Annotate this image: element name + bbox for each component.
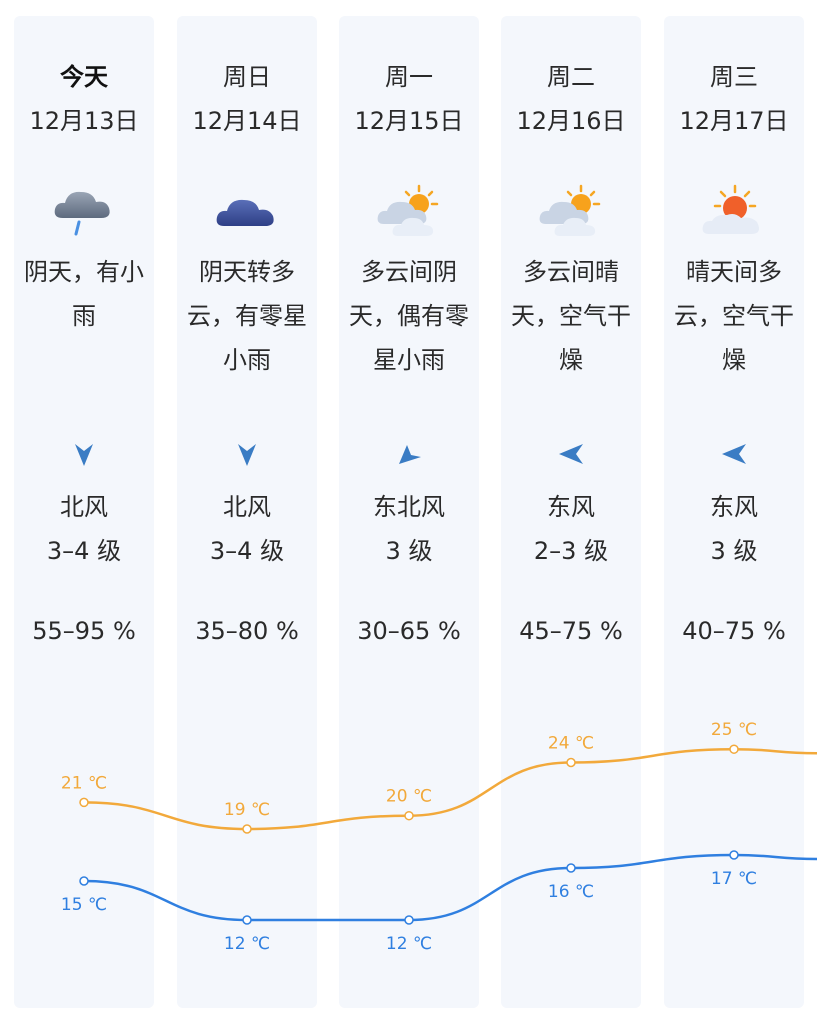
humidity: 35–80 % — [195, 617, 299, 645]
wind-direction: 东风 — [547, 493, 595, 521]
forecast-day-card[interactable]: 周三 12月17日 晴天间多 云，空气干 燥 东风 3 级 40–75 % — [664, 16, 804, 1008]
forecast-day-card[interactable]: 周一 12月15日 多云间阴 天，偶有零 星小雨 东北风 3 级 30–65 % — [339, 16, 479, 1008]
wind-direction: 东北风 — [373, 493, 445, 521]
weather-description: 阴天，有小 雨 — [24, 258, 144, 330]
partly-cloudy-icon — [539, 184, 601, 236]
humidity: 30–65 % — [357, 617, 461, 645]
weather-description: 多云间晴 天，空气干 燥 — [511, 258, 631, 374]
wind-level: 2–3 级 — [533, 537, 609, 565]
weather-description: 多云间阴 天，偶有零 星小雨 — [349, 258, 469, 374]
wind-direction: 东风 — [710, 493, 758, 521]
forecast-day-card[interactable]: 周日 12月14日 阴天转多 云，有零星 小雨 北风 3–4 级 35–80 % — [177, 16, 317, 1008]
wind-level: 3 级 — [385, 537, 433, 565]
humidity: 45–75 % — [519, 617, 623, 645]
wind-arrow-south-icon — [238, 444, 256, 466]
date-label: 12月17日 — [679, 107, 789, 135]
forecast-day-card[interactable]: 今天 12月13日 阴天，有小 雨 北风 3–4 级 55–95 % — [14, 16, 154, 1008]
wind-level: 3–4 级 — [46, 537, 122, 565]
wind-arrow-west-icon — [559, 444, 583, 464]
date-label: 12月13日 — [29, 107, 139, 135]
wind-level: 3 级 — [710, 537, 758, 565]
day-label: 周二 — [547, 63, 595, 91]
humidity: 55–95 % — [32, 617, 136, 645]
date-label: 12月16日 — [516, 107, 626, 135]
day-label: 周日 — [223, 63, 271, 91]
wind-arrow-west-icon — [722, 444, 746, 464]
date-label: 12月15日 — [354, 107, 464, 135]
overcast-cloud-icon — [216, 199, 274, 226]
weather-description: 阴天转多 云，有零星 小雨 — [187, 258, 307, 374]
wind-direction: 北风 — [60, 493, 108, 521]
cloud-rain-icon — [54, 191, 110, 236]
day-label: 周三 — [710, 63, 758, 91]
day-label: 周一 — [385, 63, 433, 91]
day-label: 今天 — [60, 63, 108, 91]
date-label: 12月14日 — [192, 107, 302, 135]
humidity: 40–75 % — [682, 617, 786, 645]
partly-cloudy-icon — [377, 184, 439, 236]
wind-direction: 北风 — [223, 493, 271, 521]
forecast-day-card[interactable]: 周二 12月16日 多云间晴 天，空气干 燥 东风 2–3 级 45–75 % — [501, 16, 641, 1008]
wind-level: 3–4 级 — [209, 537, 285, 565]
weather-description: 晴天间多 云，空气干 燥 — [674, 258, 794, 374]
wind-arrow-south-icon — [75, 444, 93, 466]
sunny-cloud-icon — [702, 184, 759, 234]
wind-arrow-southwest-icon — [399, 445, 421, 464]
